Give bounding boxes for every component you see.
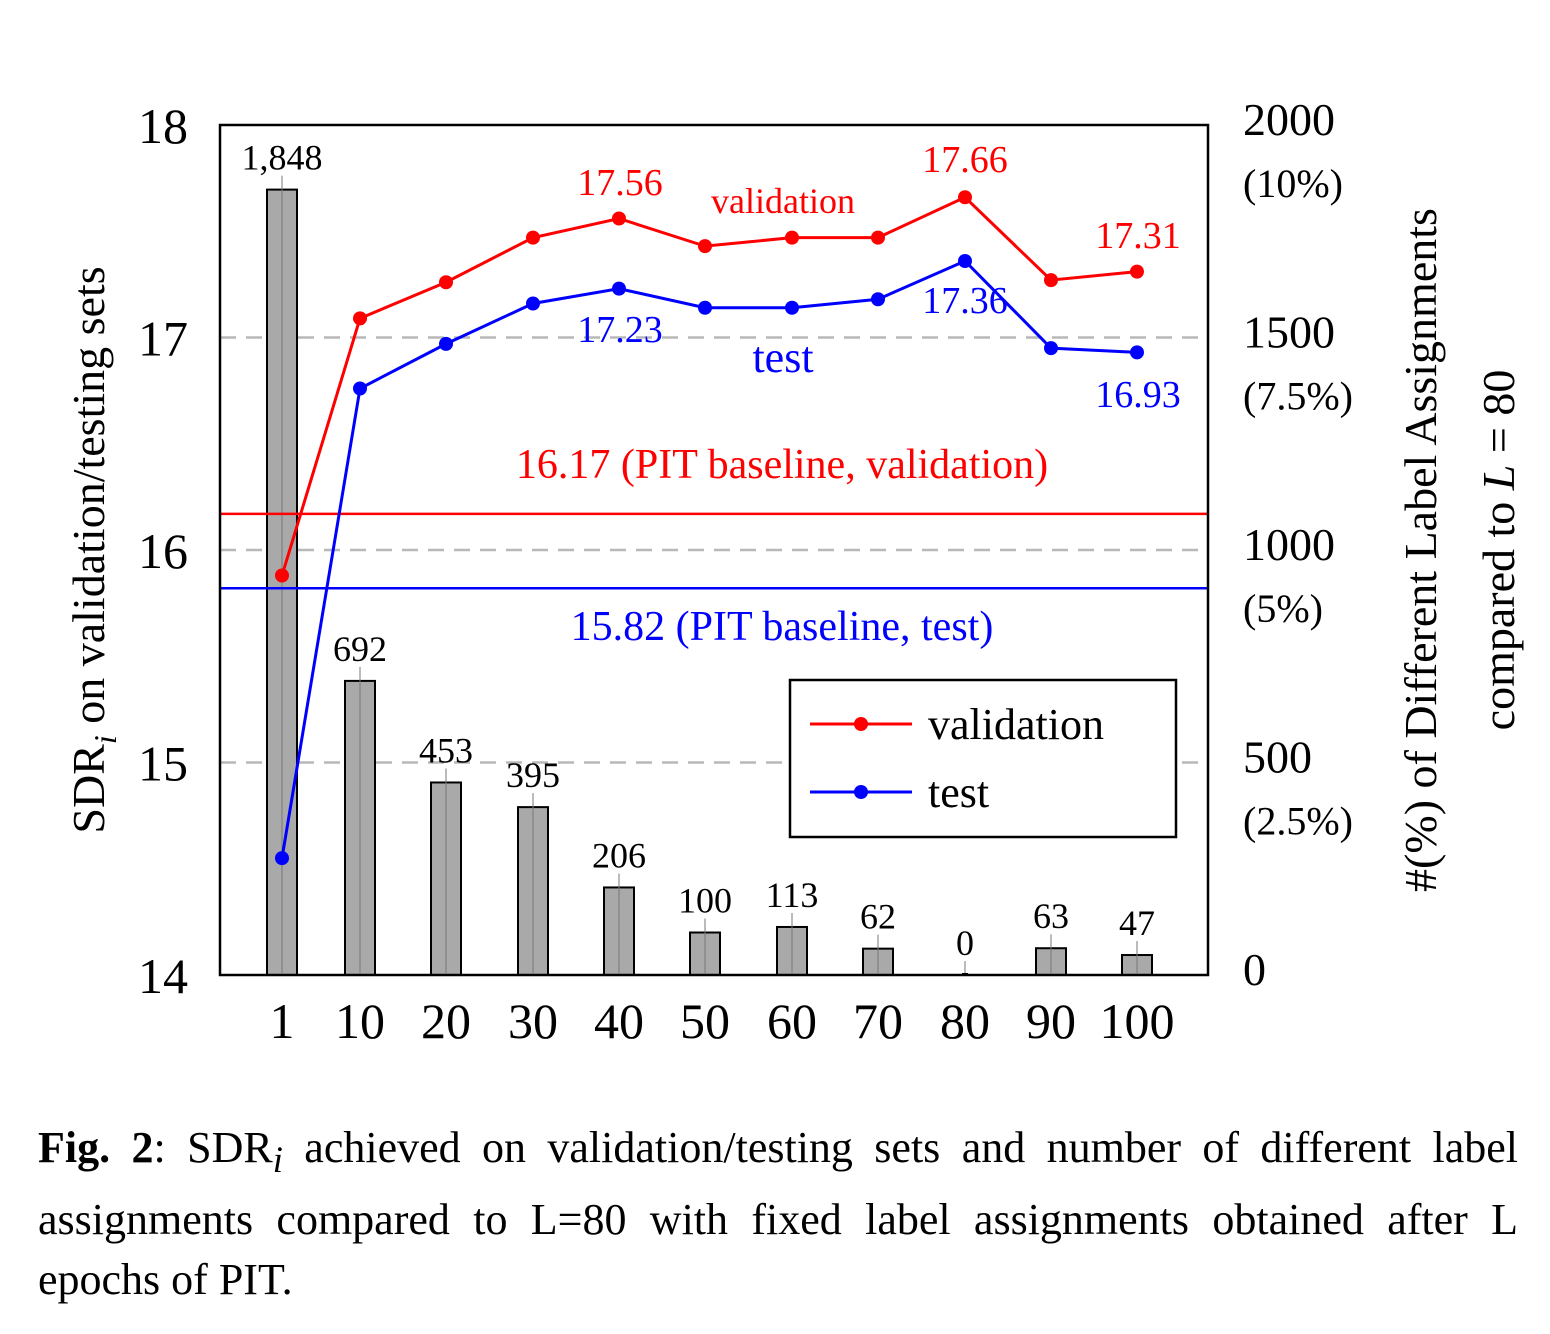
plot-frame <box>218 123 1210 977</box>
data-point-validation <box>353 311 367 326</box>
y-right-tick-pct: (5%) <box>1243 586 1323 631</box>
baseline-label: 16.17 (PIT baseline, validation) <box>516 442 1048 488</box>
bar-label: 47 <box>1119 903 1155 943</box>
legend-box <box>788 678 1178 839</box>
y-right-tick-label: 2000 <box>1243 94 1335 145</box>
figure-caption: Fig. 2: SDRi achieved on validation/test… <box>38 1123 1518 1304</box>
y-left-tick-label: 14 <box>138 948 188 1004</box>
caption-fig-label: Fig. 2 <box>38 1123 154 1172</box>
y-left-tick-label: 18 <box>138 98 188 154</box>
legend-label-test: test <box>928 768 989 817</box>
series-line-validation <box>280 195 1138 576</box>
bar-series <box>266 175 1153 977</box>
bar-label: 692 <box>333 629 387 669</box>
series-name-label: validation <box>711 181 855 221</box>
data-point-test <box>698 300 712 315</box>
caption-sdr: SDR <box>187 1123 273 1172</box>
data-point-test <box>353 381 367 396</box>
bar-label: 1,848 <box>242 138 323 178</box>
y-right-tick-label: 1000 <box>1243 519 1335 570</box>
bar-label: 453 <box>419 730 473 770</box>
y-right-tick-label: 500 <box>1243 732 1312 783</box>
data-point-validation <box>785 230 799 245</box>
y-right-axis-title-pre: compared to <box>1473 490 1524 730</box>
y-left-axis-title: SDRi on validation/testing sets <box>63 266 123 833</box>
data-point-test <box>1130 345 1144 360</box>
y-right-tick-label: 0 <box>1243 944 1266 995</box>
bar-labels: 1,848 692 453 395 206 100 113 62 0 63 47 <box>242 138 1156 963</box>
x-tick-label: 80 <box>940 993 990 1049</box>
data-point-validation <box>275 568 289 583</box>
point-label: 17.31 <box>1095 215 1181 257</box>
y-left-axis-title-main: SDR <box>63 744 114 834</box>
y-right-axis-title-post: = 80 <box>1473 370 1524 465</box>
point-label: 17.23 <box>577 309 663 351</box>
y-right-axis-title-line1: #(%) of Different Label Assignments <box>1395 208 1446 892</box>
y-right-axis-title-var: L <box>1473 465 1524 492</box>
data-point-validation <box>871 230 885 245</box>
legend: validation test <box>788 678 1178 839</box>
caption-text: achieved on validation/testing sets and … <box>38 1123 1518 1304</box>
x-tick-label: 40 <box>594 993 644 1049</box>
y-right-tick-pct: (7.5%) <box>1243 374 1353 419</box>
y-left-axis-title-sub: i <box>87 735 123 744</box>
bar-label: 113 <box>766 875 819 915</box>
data-point-test <box>1044 341 1058 356</box>
y-left-tick-label: 15 <box>138 736 188 792</box>
data-point-test <box>785 300 799 315</box>
data-point-validation <box>1130 264 1144 279</box>
x-tick-label: 70 <box>853 993 903 1049</box>
point-label: 17.36 <box>922 280 1008 322</box>
x-tick-label: 90 <box>1026 993 1076 1049</box>
point-label: 17.66 <box>922 139 1008 181</box>
x-tick-label: 100 <box>1100 993 1175 1049</box>
y-right-tick-pct: (10%) <box>1243 161 1343 206</box>
point-label: 17.56 <box>577 162 663 204</box>
bar-label: 100 <box>678 881 732 921</box>
bar-label: 0 <box>956 923 974 963</box>
grid-lines <box>220 336 1208 764</box>
x-tick-label: 50 <box>680 993 730 1049</box>
x-tick-label: 10 <box>335 993 385 1049</box>
data-point-test <box>439 336 453 351</box>
y-left-tick-label: 17 <box>138 311 188 367</box>
x-tick-label: 60 <box>767 993 817 1049</box>
x-tick-label: 30 <box>508 993 558 1049</box>
data-point-validation <box>958 190 972 205</box>
data-point-validation <box>1044 273 1058 288</box>
bar-label: 206 <box>592 835 646 875</box>
x-tick-label: 20 <box>421 993 471 1049</box>
data-point-test <box>526 296 540 311</box>
data-point-test <box>275 851 289 866</box>
y-right-tick-pct: (2.5%) <box>1243 799 1353 844</box>
line-series <box>275 190 1144 866</box>
data-point-validation <box>439 275 453 290</box>
y-right-tick-label: 1500 <box>1243 307 1335 358</box>
data-point-test <box>958 254 972 268</box>
data-point-test <box>612 281 626 296</box>
legend-marker-test <box>854 785 868 799</box>
baseline-label: 15.82 (PIT baseline, test) <box>571 604 994 650</box>
bar-label: 395 <box>506 755 560 795</box>
caption-sdr-sub: i <box>272 1138 283 1180</box>
x-tick-label: 1 <box>270 993 295 1049</box>
y-left-axis-title-rest: on validation/testing sets <box>63 266 114 735</box>
legend-label-validation: validation <box>928 700 1104 749</box>
point-label: 16.93 <box>1095 374 1181 416</box>
baseline-lines: 16.17 (PIT baseline, validation) 15.82 (P… <box>220 442 1208 650</box>
data-point-validation <box>526 230 540 245</box>
series-name-label: test <box>752 333 813 382</box>
bar-label: 62 <box>860 897 896 937</box>
data-point-validation <box>698 239 712 254</box>
y-right-axis-title-line2: compared to L = 80 <box>1473 370 1524 731</box>
legend-marker-validation <box>854 717 868 731</box>
point-labels: 17.56 17.66 17.31 17.23 17.36 16.93 validation… <box>577 139 1181 416</box>
data-point-test <box>871 292 885 307</box>
data-point-validation <box>612 211 626 226</box>
y-left-tick-label: 16 <box>138 523 188 579</box>
bar-label: 63 <box>1033 896 1069 936</box>
